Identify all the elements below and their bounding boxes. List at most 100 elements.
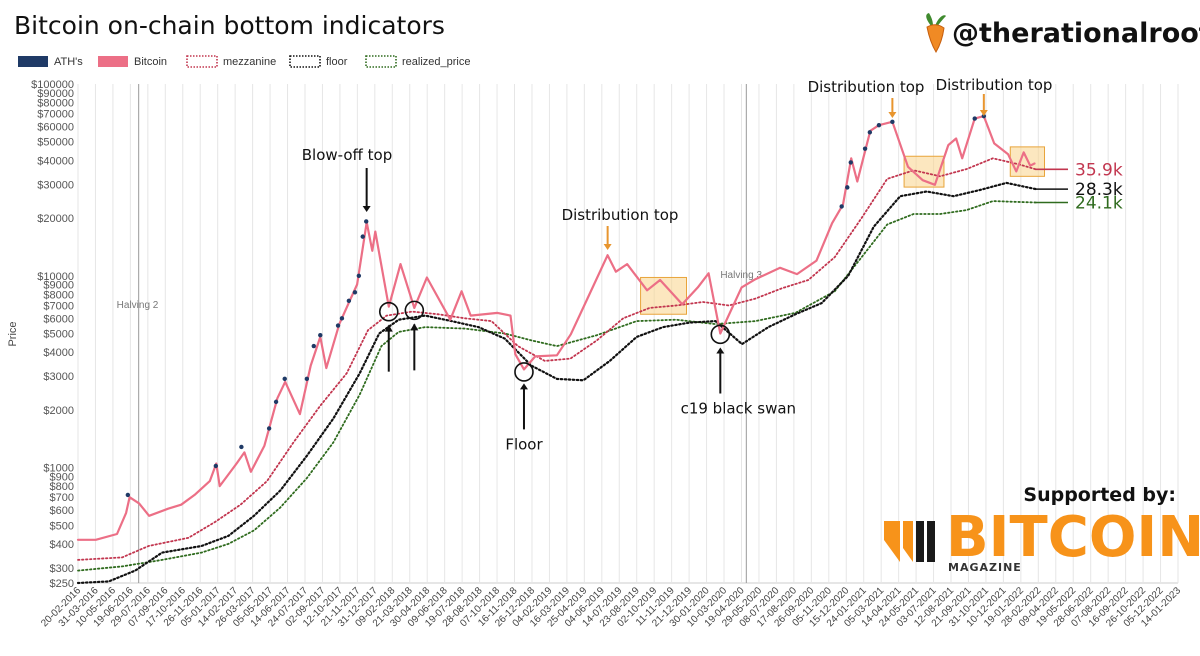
y-tick-label: $500 [50,520,74,532]
ath-point [352,290,358,295]
y-tick-label: $2000 [43,405,74,417]
logo-sub: MAGAZINE [948,561,1022,574]
series-line-bitcoin [76,115,1036,541]
y-tick-label: $20000 [37,213,74,225]
y-tick-label: $250 [50,578,74,590]
series-line-mezzanine [77,157,1037,561]
y-tick-label: $8000 [43,289,74,301]
bitcoin-magazine-mark-icon [884,521,935,562]
logo-word: BITCOIN [946,505,1200,570]
chart-title: Bitcoin on-chain bottom indicators [14,11,445,40]
y-tick-label: $80000 [37,98,74,110]
ath-point [311,343,316,349]
ath-point [266,426,272,431]
annotation-arrowhead [519,383,528,390]
supported-by-label: Supported by: [1023,484,1176,506]
annotation-label: Floor [505,435,543,453]
last-value-label: 24.1k [1075,194,1123,214]
y-axis-title: Price [7,321,19,346]
annotation-label: Distribution top [936,76,1053,94]
y-tick-label: $70000 [37,109,74,121]
ath-point [981,113,987,119]
y-tick-label: $4000 [43,347,74,359]
ath-point [282,376,287,382]
annotations: Blow-off top Distribution top Distribution… [302,76,1053,453]
ath-point [848,160,853,165]
y-tick-label: $9000 [43,280,74,292]
series-line-realized-price [77,200,1037,572]
y-tick-label: $60000 [37,122,74,134]
bitcoin-magazine-logo: BITCOIN MAGAZINE [884,505,1200,574]
legend-label: mezzanine [223,56,276,68]
ath-markers [125,113,987,498]
y-tick-label: $1000 [43,463,74,475]
ath-point [273,399,279,405]
ath-point [364,219,369,224]
last-value-label: 28.3k [1075,180,1123,200]
ath-point [346,298,352,304]
ath-point [890,119,895,125]
ath-point [862,146,868,151]
y-tick-label: $800 [50,481,74,493]
annotation-label: Blow-off top [302,146,392,164]
circled-point [710,324,731,345]
y-tick-label: $40000 [37,155,74,167]
annotation-label: Distribution top [562,206,679,224]
halving-label: Halving 3 [720,270,762,281]
series-lines [76,115,1037,585]
y-tick-label: $100000 [31,79,74,91]
y-tick-label: $600 [50,505,74,517]
y-tick-label: $50000 [37,137,74,149]
annotation-label: Distribution top [808,78,925,96]
annotation-arrowhead [716,347,725,354]
ath-point [339,316,345,321]
y-tick-label: $700 [50,492,74,504]
annotation-arrowhead [979,110,988,116]
ath-point [845,185,850,190]
annotation-label: c19 black swan [681,400,796,418]
sponsor: Supported by: BITCOIN MAGAZINE [884,484,1200,574]
legend-swatch [186,55,218,68]
annotation-arrowhead [384,324,393,332]
annotation-arrowhead [888,112,897,118]
ath-point [239,444,244,450]
y-tick-label: $10000 [37,271,74,283]
ath-point [125,492,131,498]
legend: ATH's Bitcoin mezzanine floor realized_price [18,55,470,68]
legend-label: floor [326,56,348,68]
y-tick-label: $30000 [37,179,74,191]
y-tick-label: $900 [50,471,74,483]
ath-point [304,376,310,382]
ath-point [876,122,882,128]
ath-point [318,332,323,338]
author-handle: @therationalroot [952,18,1200,49]
legend-label: ATH's [54,56,83,68]
ath-point [839,204,844,209]
y-tick-label: $3000 [43,371,74,383]
legend-label: Bitcoin [134,56,167,68]
y-tick-label: $300 [50,563,74,575]
halving-label: Halving 2 [117,300,159,311]
y-tick-label: $400 [50,539,74,551]
ath-point [360,234,365,239]
y-tick-label: $90000 [37,88,74,100]
circled-point [514,362,534,382]
annotation-arrowhead [362,206,371,212]
legend-swatch [365,55,397,68]
legend-swatch [18,56,48,67]
y-tick-label: $7000 [43,301,74,313]
ath-point [335,323,341,328]
circled-point [404,300,425,321]
series-line-floor [76,181,1037,585]
legend-swatch [98,56,128,67]
ath-point [867,130,873,135]
legend-label: realized_price [402,56,470,68]
halving-markers: Halving 2 Halving 3 [117,84,762,583]
last-value-label: 35.9k [1075,160,1123,180]
carrot-icon [926,13,946,53]
y-axis: $250 $300 $400 $500 $600$700$800$900$1000 $20… [31,79,74,590]
legend-swatch [289,55,321,68]
circled-point [378,301,399,322]
